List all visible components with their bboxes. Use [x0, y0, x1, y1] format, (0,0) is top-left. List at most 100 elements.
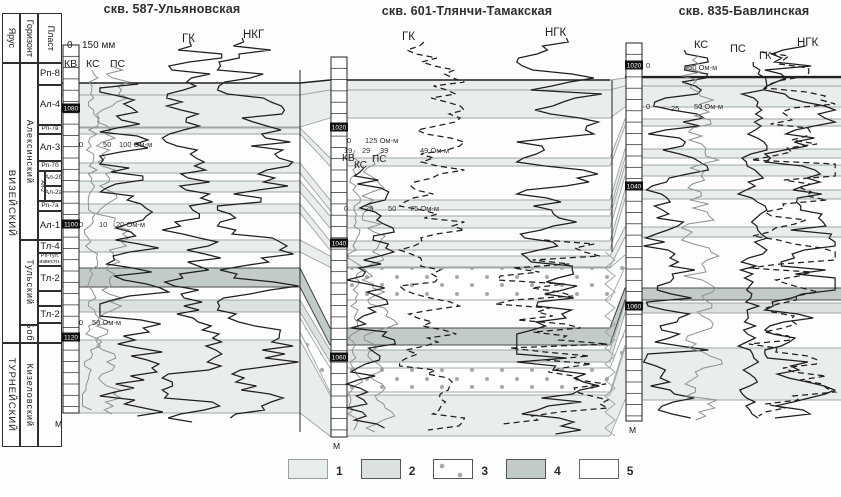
header-plast-text: Пласт	[45, 25, 56, 51]
curve-label: ГК	[759, 50, 772, 62]
header-gorizont-text: Горизонт	[24, 19, 35, 57]
curve-label: КВ	[342, 153, 355, 164]
curve-label: КВ	[64, 58, 77, 70]
scale-label: 39	[380, 146, 388, 155]
plast-cell-text: Рп-8	[40, 68, 60, 80]
curve-label: НКГ	[243, 29, 265, 41]
plast-cell: Рп-8	[38, 63, 62, 85]
strata-band-light	[62, 340, 841, 436]
scale-label: 49 Ом-м	[420, 146, 449, 155]
correlation-line	[62, 236, 841, 268]
legend-item-1: 1	[288, 459, 343, 479]
correlation-line	[62, 339, 841, 396]
plast-cell-text: Рп-7а	[41, 201, 59, 209]
curve-label: НГК	[545, 27, 567, 39]
curve-label: ПС	[372, 154, 386, 165]
legend-swatch-dark	[506, 459, 547, 479]
well-title-601: скв. 601-Тлянчи-Тамакская	[381, 4, 553, 18]
legend-number: 1	[336, 464, 343, 478]
correlation-line	[62, 118, 841, 159]
yarus-cell: ТУРНЕЙСКИЙ	[2, 343, 20, 447]
depth-label: 1020	[332, 125, 347, 132]
depth-label: 1080	[64, 106, 79, 113]
header-gorizont: Горизонт	[20, 13, 38, 63]
scale-label: 0	[347, 136, 351, 145]
gorizont-cell-text: Алексинский	[24, 119, 35, 184]
log-curve-НГК-дубль	[495, 239, 611, 425]
depth-label-box	[625, 181, 643, 191]
zigzag-edge	[604, 251, 616, 437]
scale-label: 0	[79, 140, 83, 149]
correlation-line	[330, 254, 626, 269]
plast-cell: Тл-2	[38, 306, 62, 323]
strata-band-light	[62, 78, 841, 127]
meters-unit-label: М	[55, 419, 62, 429]
log-curve-НГК	[514, 37, 602, 435]
depth-label: 1120	[64, 335, 78, 342]
correlation-line	[62, 286, 841, 346]
correlation-line	[62, 148, 841, 201]
plast-cell: Рп-7а	[38, 201, 62, 211]
gorizont-cell-text: Боб.	[24, 325, 35, 343]
scale-label: 25	[671, 104, 679, 113]
strata-band-light	[62, 149, 841, 210]
gorizont-cell: Боб.	[20, 325, 38, 343]
plast-cell: Ал-3	[38, 134, 62, 161]
scale-label: 50 Ом-м	[694, 102, 723, 111]
plast-cell: Рп-тул. известн.	[38, 253, 62, 266]
scale-label: 0	[79, 220, 83, 229]
log-curve-ПС	[680, 55, 723, 421]
gorizont-cell: Алексинский	[20, 63, 38, 240]
depth-label: 1040	[332, 241, 347, 248]
strata-band-light	[62, 119, 841, 166]
plast-bracket-text: Ал-2	[39, 180, 45, 192]
log-curve-ПС	[95, 65, 131, 415]
scale-label: 50	[103, 140, 111, 149]
meters-unit-label: М	[333, 441, 340, 451]
scale-label: 19	[344, 146, 352, 155]
header-plast: Пласт	[38, 13, 62, 63]
log-curve-КВ	[346, 149, 365, 431]
depth-label-box	[625, 60, 643, 70]
strata-band-dots	[300, 318, 625, 392]
plast-cell	[38, 343, 62, 447]
section-line	[62, 79, 610, 84]
log-curve-ГК	[736, 61, 769, 419]
plast-cell-text: Ал-2б	[45, 174, 62, 182]
legend-item-2: 2	[360, 459, 415, 479]
depth-label-box	[62, 103, 80, 113]
legend-swatch-light	[288, 459, 328, 479]
correlation-line	[62, 311, 841, 363]
meters-unit-label: М	[629, 425, 636, 435]
depth-label: 1060	[332, 355, 347, 362]
plast-cell-text: Рп-7б	[41, 161, 59, 169]
header-yarus: Ярус	[2, 13, 20, 63]
well-title-587: скв. 587-Ульяновская	[103, 2, 241, 16]
strata-band-light	[62, 165, 841, 228]
plast-cell-text: Ал-4	[39, 99, 61, 111]
correlation-line	[62, 164, 841, 217]
log-curve-КС	[344, 167, 397, 429]
plast-cell: Рп-7б	[38, 161, 62, 171]
curve-label: ГК	[182, 33, 195, 45]
scale-label: 50	[388, 204, 396, 213]
scale-label: 0	[79, 318, 83, 327]
yarus-cell-text: ВИЗЕЙСКИЙ	[5, 169, 17, 237]
yarus-cell: ВИЗЕЙСКИЙ	[2, 63, 20, 343]
plast-cell-text: Ал-2а	[45, 189, 62, 197]
depth-label-box	[625, 301, 643, 311]
legend-number: 5	[626, 464, 634, 478]
depth-track-835	[625, 42, 643, 422]
plast-cell	[38, 323, 62, 343]
curve-label: ГК	[402, 31, 415, 43]
curve-label: НГК	[797, 37, 819, 49]
legend-swatch-white	[578, 459, 619, 479]
depth-track-587	[62, 44, 80, 414]
scale-label: 50 Ом-м	[92, 318, 121, 327]
depth-label-box	[62, 332, 80, 342]
depth-label-box	[330, 238, 348, 248]
curve-label: 150 мм	[82, 40, 115, 51]
log-curve-КС	[642, 49, 710, 419]
correlation-line	[62, 175, 841, 229]
